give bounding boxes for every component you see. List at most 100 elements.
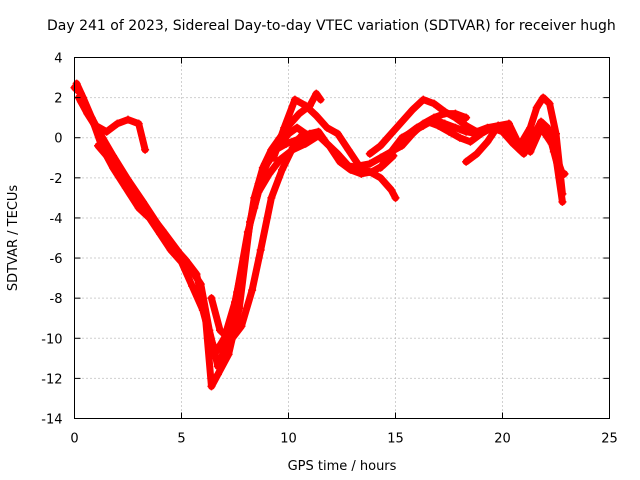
- data-point: [303, 133, 312, 142]
- series-trace: [462, 120, 566, 178]
- data-point: [213, 370, 222, 379]
- data-point: [280, 123, 289, 132]
- series-track-12: [462, 119, 567, 178]
- data-point: [412, 123, 421, 132]
- data-point: [87, 115, 96, 124]
- data-point: [250, 203, 259, 212]
- data-point: [323, 123, 332, 132]
- data-point: [387, 185, 396, 194]
- data-point: [282, 139, 291, 148]
- y-tick-label: -10: [41, 332, 62, 347]
- data-point: [288, 143, 297, 152]
- data-point: [391, 143, 400, 152]
- data-point: [134, 119, 143, 128]
- data-point: [365, 159, 374, 168]
- data-point: [365, 149, 374, 158]
- data-point: [207, 382, 216, 391]
- data-point: [451, 123, 460, 132]
- data-point: [346, 165, 355, 174]
- data-point: [344, 145, 353, 154]
- data-point: [558, 197, 567, 206]
- data-point: [312, 111, 321, 120]
- data-point: [494, 121, 503, 130]
- data-point: [455, 133, 464, 142]
- data-point: [316, 95, 325, 104]
- data-point: [265, 169, 274, 178]
- data-point: [222, 340, 231, 349]
- data-point: [207, 294, 216, 303]
- data-point: [408, 105, 417, 114]
- data-point: [188, 282, 197, 291]
- data-point: [76, 97, 85, 106]
- data-point: [237, 322, 246, 331]
- data-point: [355, 161, 364, 170]
- plot-frame: [74, 57, 610, 419]
- data-point: [124, 185, 132, 194]
- data-point: [462, 113, 471, 122]
- data-point: [526, 147, 535, 156]
- data-point: [72, 79, 81, 88]
- x-tick-label: 5: [177, 432, 185, 447]
- data-point: [260, 159, 269, 168]
- data-point: [205, 326, 214, 335]
- data-point: [196, 280, 205, 289]
- data-point: [284, 129, 293, 138]
- data-point: [376, 163, 385, 172]
- data-point: [278, 165, 287, 174]
- data-point: [387, 147, 396, 156]
- data-point: [462, 127, 471, 136]
- data-point: [532, 103, 541, 112]
- data-point: [226, 336, 235, 345]
- data-point: [333, 129, 342, 138]
- data-point: [526, 123, 535, 132]
- data-point: [445, 127, 453, 136]
- data-point: [312, 89, 321, 98]
- data-point: [367, 167, 376, 176]
- data-point: [498, 127, 507, 136]
- data-point: [295, 109, 304, 118]
- y-tick-label: 2: [54, 92, 62, 107]
- y-tick-label: -14: [41, 413, 62, 428]
- data-point: [314, 131, 323, 140]
- grid: [74, 57, 610, 419]
- data-point: [440, 107, 449, 116]
- y-tick-label: -4: [50, 212, 63, 227]
- data-point: [430, 99, 439, 108]
- x-tick-label: 15: [387, 432, 404, 447]
- x-tick-label: 20: [494, 432, 511, 447]
- data-point: [483, 137, 492, 146]
- data-point: [558, 169, 567, 178]
- data-point: [357, 169, 366, 178]
- data-point: [402, 131, 411, 140]
- y-tick-label: -6: [50, 252, 63, 267]
- chart-title: Day 241 of 2023, Sidereal Day-to-day VTE…: [47, 18, 616, 34]
- x-tick-label: 25: [601, 432, 618, 447]
- data-point: [547, 139, 556, 148]
- data-point: [419, 95, 428, 104]
- data-point: [102, 127, 111, 136]
- x-tick-label: 10: [280, 432, 297, 447]
- data-point: [397, 117, 406, 126]
- data-point: [293, 123, 302, 132]
- data-point: [248, 286, 257, 295]
- y-tick-label: -2: [50, 172, 63, 187]
- data-point: [233, 288, 242, 297]
- axis-ticks: 0 5 10 15 20 25 -14 -12 -10 -8 -6 -4 -2 0 2 4: [41, 52, 618, 447]
- data-point: [545, 99, 554, 108]
- data-point: [301, 101, 310, 110]
- data-point: [275, 155, 284, 164]
- data-point: [472, 149, 481, 158]
- data-point: [391, 193, 400, 202]
- data-point: [477, 129, 486, 138]
- data-point: [335, 157, 344, 166]
- data-point: [423, 117, 432, 126]
- data-point: [325, 141, 334, 150]
- x-axis-label: GPS time / hours: [288, 459, 397, 474]
- data-point: [113, 119, 122, 128]
- y-tick-label: -12: [41, 372, 62, 387]
- data-point: [102, 151, 111, 160]
- data-point: [158, 225, 167, 234]
- data-point: [216, 326, 225, 335]
- data-point: [243, 227, 252, 236]
